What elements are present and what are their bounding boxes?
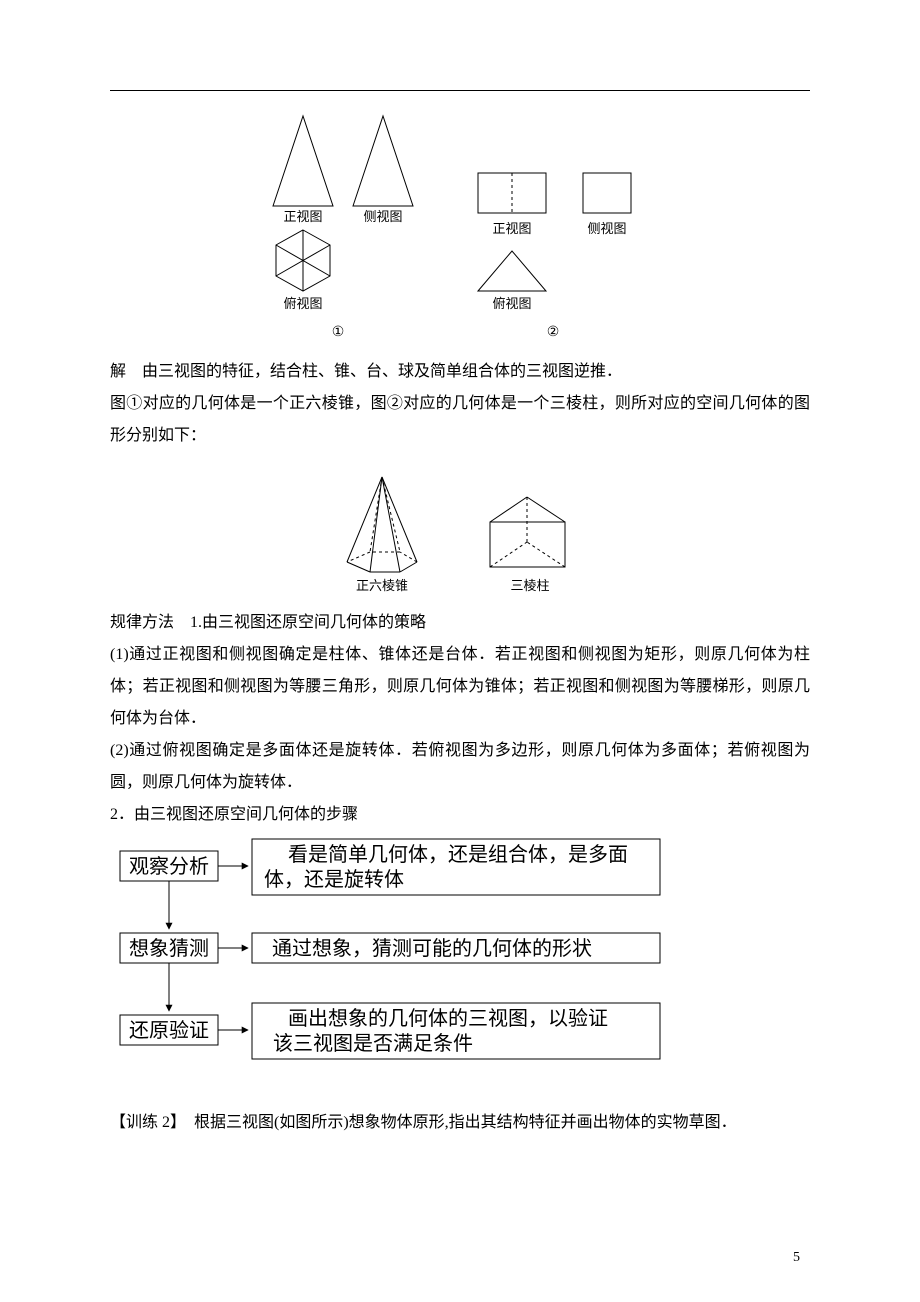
rule-p1: (1)通过正视图和侧视图确定是柱体、锥体还是台体．若正视图和侧视图为矩形，则原几… bbox=[110, 639, 810, 735]
flow-chart: 观察分析 看是简单几何体，还是组合体，是多面 体，还是旋转体 想象猜测 通过想象… bbox=[110, 831, 670, 1081]
rule-p2: (2)通过俯视图确定是多面体还是旋转体．若俯视图为多边形，则原几何体为多面体；若… bbox=[110, 735, 810, 799]
answer-line-1: 解 由三视图的特征，结合柱、锥、台、球及简单组合体的三视图逆推． bbox=[110, 356, 810, 388]
triangular-prism: 三棱柱 bbox=[475, 472, 595, 597]
hex-pyramid-label: 正六棱锥 bbox=[356, 578, 408, 593]
fig1-top-label: 俯视图 bbox=[283, 296, 322, 311]
figure-1: 正视图 侧视图 俯视图 ① bbox=[253, 111, 428, 346]
page-number: 5 bbox=[793, 1244, 800, 1272]
flow-right-3a: 画出想象的几何体的三视图，以验证 bbox=[288, 1007, 608, 1030]
flow-box-2: 想象猜测 bbox=[129, 937, 209, 960]
top-rule bbox=[110, 90, 810, 91]
fig2-num: ② bbox=[546, 325, 559, 340]
three-view-figures: 正视图 侧视图 俯视图 ① 正视图 侧视图 bbox=[110, 111, 810, 346]
hex-pyramid: 正六棱锥 bbox=[325, 472, 435, 597]
solid-figures: 正六棱锥 三棱柱 bbox=[110, 472, 810, 597]
answer-line-2: 图①对应的几何体是一个正六棱锥，图②对应的几何体是一个三棱柱，则所对应的空间几何… bbox=[110, 388, 810, 452]
rule-heading: 规律方法 1.由三视图还原空间几何体的策略 bbox=[110, 607, 810, 639]
fig2-front-label: 正视图 bbox=[492, 221, 531, 236]
fig1-side-label: 侧视图 bbox=[363, 209, 402, 224]
flow-box-3: 还原验证 bbox=[129, 1019, 209, 1042]
figure-2: 正视图 侧视图 俯视图 ② bbox=[468, 111, 668, 346]
flow-box-1: 观察分析 bbox=[129, 855, 209, 878]
flow-right-3b: 该三视图是否满足条件 bbox=[273, 1032, 473, 1055]
fig1-num: ① bbox=[331, 325, 344, 340]
prism-label: 三棱柱 bbox=[510, 578, 549, 593]
flow-right-1b: 体，还是旋转体 bbox=[264, 868, 404, 891]
rule-sub2: 2．由三视图还原空间几何体的步骤 bbox=[110, 799, 810, 831]
fig2-top-label: 俯视图 bbox=[492, 296, 531, 311]
fig2-side-label: 侧视图 bbox=[587, 221, 626, 236]
flow-right-1a: 看是简单几何体，还是组合体，是多面 bbox=[288, 843, 628, 866]
exercise-2: 【训练 2】 根据三视图(如图所示)想象物体原形,指出其结构特征并画出物体的实物… bbox=[110, 1107, 810, 1139]
fig1-front-label: 正视图 bbox=[283, 209, 322, 224]
flow-right-2: 通过想象，猜测可能的几何体的形状 bbox=[272, 937, 592, 960]
